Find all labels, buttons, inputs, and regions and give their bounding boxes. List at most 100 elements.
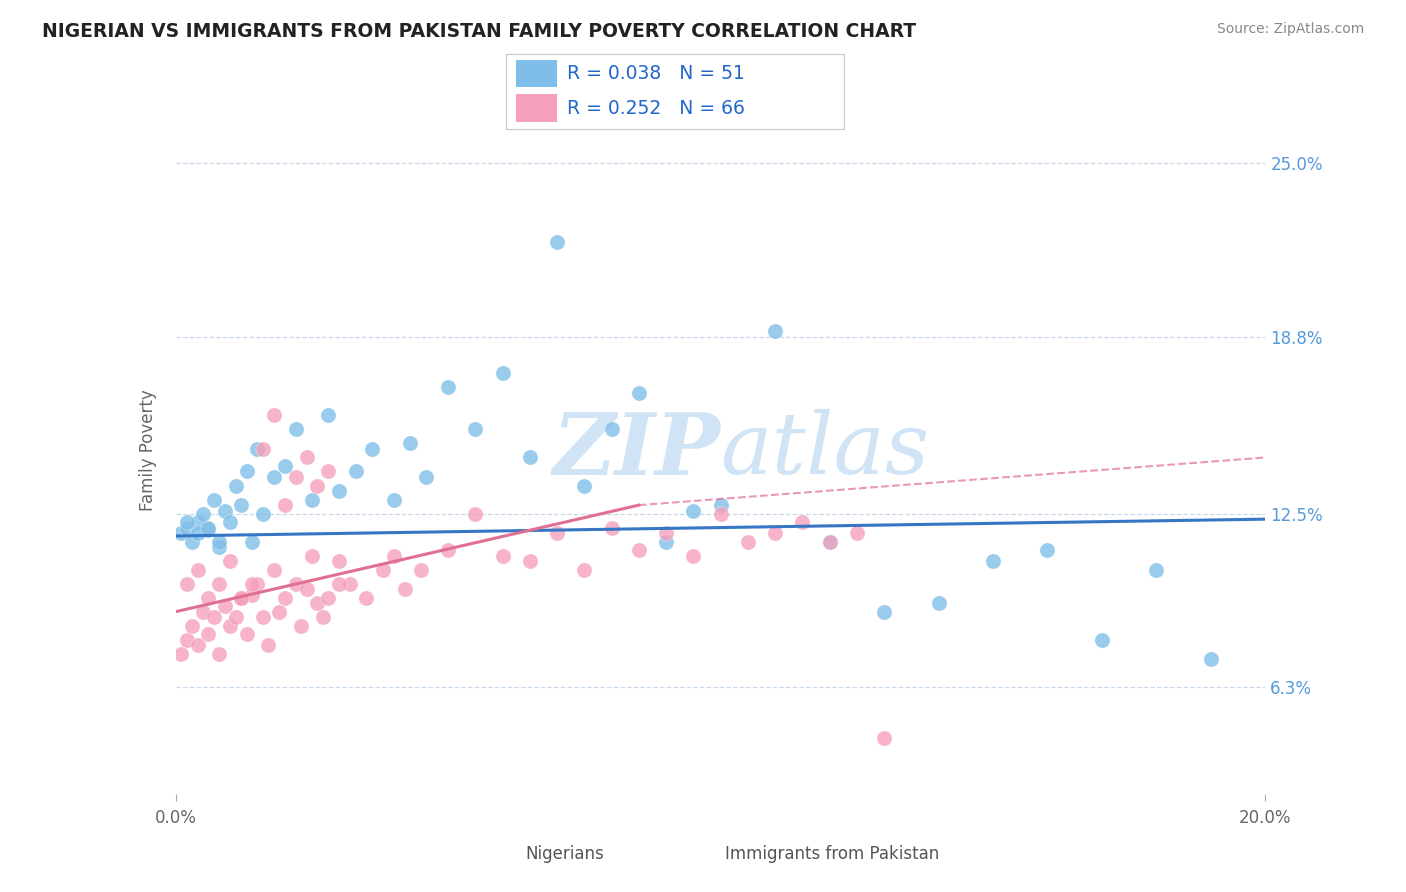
Point <box>710 507 733 521</box>
Point <box>290 618 312 632</box>
Point <box>231 591 253 605</box>
Point <box>252 610 274 624</box>
Point <box>176 632 198 647</box>
FancyBboxPatch shape <box>516 95 557 122</box>
Point <box>284 422 307 436</box>
Point <box>546 526 568 541</box>
Point <box>219 554 242 568</box>
Point <box>263 563 285 577</box>
Point <box>197 591 219 605</box>
Point <box>176 576 198 591</box>
Point <box>981 554 1004 568</box>
Point <box>274 458 297 473</box>
Point <box>197 627 219 641</box>
Text: NIGERIAN VS IMMIGRANTS FROM PAKISTAN FAMILY POVERTY CORRELATION CHART: NIGERIAN VS IMMIGRANTS FROM PAKISTAN FAM… <box>42 22 917 41</box>
Point <box>318 591 340 605</box>
Point <box>219 618 242 632</box>
Point <box>284 470 307 484</box>
Point <box>600 422 623 436</box>
Point <box>208 534 231 549</box>
Point <box>394 582 416 597</box>
Point <box>284 576 307 591</box>
Point <box>1091 632 1114 647</box>
Point <box>176 515 198 529</box>
Point <box>792 515 814 529</box>
Text: Source: ZipAtlas.com: Source: ZipAtlas.com <box>1216 22 1364 37</box>
Point <box>295 582 318 597</box>
Point <box>235 627 257 641</box>
Point <box>263 470 285 484</box>
Point <box>170 647 193 661</box>
Point <box>307 478 329 492</box>
Point <box>492 549 515 563</box>
Point <box>231 498 253 512</box>
Point <box>360 442 382 456</box>
Text: ZIP: ZIP <box>553 409 721 492</box>
Point <box>170 526 193 541</box>
Point <box>519 450 541 465</box>
Point <box>208 647 231 661</box>
Point <box>399 436 422 450</box>
Point <box>382 492 405 507</box>
Text: Immigrants from Pakistan: Immigrants from Pakistan <box>725 845 939 863</box>
Point <box>763 526 786 541</box>
Point <box>246 442 269 456</box>
Point <box>186 526 209 541</box>
Point <box>655 534 678 549</box>
Point <box>181 618 204 632</box>
Point <box>186 563 209 577</box>
Point <box>546 235 568 249</box>
Text: atlas: atlas <box>721 409 929 491</box>
Y-axis label: Family Poverty: Family Poverty <box>139 390 157 511</box>
Point <box>257 638 280 652</box>
Point <box>519 554 541 568</box>
Point <box>197 524 219 538</box>
Point <box>208 540 231 554</box>
FancyBboxPatch shape <box>516 60 557 87</box>
Point <box>328 554 350 568</box>
Point <box>225 610 247 624</box>
Point <box>214 504 236 518</box>
Point <box>240 588 263 602</box>
Text: R = 0.252   N = 66: R = 0.252 N = 66 <box>567 99 745 118</box>
Point <box>464 422 486 436</box>
Point <box>263 409 285 423</box>
Point <box>627 386 650 401</box>
Point <box>574 563 596 577</box>
Point <box>202 610 225 624</box>
Point <box>371 563 394 577</box>
Point <box>845 526 868 541</box>
Point <box>344 465 367 479</box>
Point <box>191 605 214 619</box>
Point <box>415 470 437 484</box>
Point <box>763 324 786 338</box>
Point <box>1036 543 1059 558</box>
Point <box>600 520 623 534</box>
Point <box>574 478 596 492</box>
Point <box>818 534 841 549</box>
Point <box>181 534 204 549</box>
Point <box>176 520 198 534</box>
Point <box>295 450 318 465</box>
Point <box>1199 652 1222 666</box>
Point <box>240 534 263 549</box>
Point <box>186 638 209 652</box>
Point <box>655 526 678 541</box>
Point <box>246 576 269 591</box>
Point <box>818 534 841 549</box>
Point <box>492 367 515 381</box>
Point <box>301 549 323 563</box>
Point <box>339 576 361 591</box>
Point <box>873 731 896 745</box>
Point <box>274 498 297 512</box>
Point <box>197 520 219 534</box>
Point <box>225 478 247 492</box>
Point <box>191 507 214 521</box>
Point <box>437 543 460 558</box>
Point <box>1144 563 1167 577</box>
Point <box>318 409 340 423</box>
Point <box>235 465 257 479</box>
Point <box>252 507 274 521</box>
Point <box>928 596 950 610</box>
Point <box>208 576 231 591</box>
